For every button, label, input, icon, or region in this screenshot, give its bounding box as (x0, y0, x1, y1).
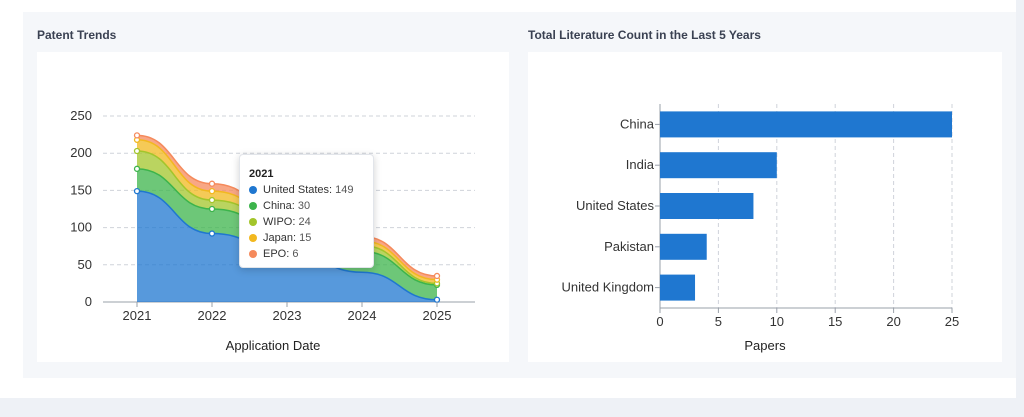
tooltip-series-value: 6 (292, 248, 298, 260)
y-tick-label: United Kingdom (562, 280, 655, 295)
tooltip-series-value: 15 (299, 232, 311, 244)
literature-count-title: Total Literature Count in the Last 5 Yea… (528, 28, 761, 42)
x-tick-label: 20 (886, 314, 900, 329)
dashboard-container: Patent Trends 05010015020025020212022202… (0, 0, 1016, 398)
x-axis-title: Application Date (226, 338, 321, 353)
x-tick-label: 15 (828, 314, 842, 329)
point-united-states (210, 231, 215, 236)
point-china (210, 207, 215, 212)
bar-united-states (660, 193, 753, 219)
x-tick-label: 0 (656, 314, 663, 329)
x-tick-label: 2021 (123, 308, 152, 323)
point-epo (135, 133, 140, 138)
x-tick-label: 25 (945, 314, 959, 329)
tooltip-row-epo: EPO: 6 (249, 247, 298, 261)
series-dot-icon (249, 218, 257, 226)
point-united-states (135, 189, 140, 194)
y-tick-label: United States (576, 198, 655, 213)
y-tick-label: 250 (70, 108, 92, 123)
y-tick-label: 100 (70, 220, 92, 235)
y-tick-label: 0 (85, 294, 92, 309)
page-footer-strip (0, 404, 1024, 417)
tooltip-series-name: United States (263, 184, 329, 196)
y-tick-label: 200 (70, 145, 92, 160)
tooltip-series-name: WIPO (263, 216, 292, 228)
bar-united-kingdom (660, 275, 695, 301)
bar-china (660, 111, 952, 137)
tooltip-series-name: China (263, 200, 292, 212)
literature-count-chart[interactable]: 0 5 10 15 20 25 China India United States Pakista… (528, 52, 1002, 362)
bar-pakistan (660, 234, 707, 260)
point-china (135, 166, 140, 171)
x-tick-label: 2022 (198, 308, 227, 323)
x-tick-label: 5 (715, 314, 722, 329)
patent-trends-title: Patent Trends (37, 28, 116, 42)
x-tick-label: 2025 (423, 308, 452, 323)
tooltip-series-value: 24 (298, 216, 310, 228)
x-tick-label: 10 (770, 314, 784, 329)
chart-tooltip: 2021 United States: 149 China: 30 WIPO: … (239, 154, 374, 268)
tooltip-series-name: EPO (263, 248, 286, 260)
point-epo (210, 181, 215, 186)
literature-count-panel: Total Literature Count in the Last 5 Yea… (516, 12, 1016, 378)
y-tick-label: 50 (78, 257, 92, 272)
tooltip-row-wipo: WIPO: 24 (249, 215, 311, 229)
x-tick-label: 2023 (273, 308, 302, 323)
tooltip-title: 2021 (249, 168, 273, 180)
series-dot-icon (249, 186, 257, 194)
bar-india (660, 152, 777, 178)
series-dot-icon (249, 202, 257, 210)
x-axis-title: Papers (744, 338, 786, 353)
series-dot-icon (249, 234, 257, 242)
y-tick-label: India (626, 157, 655, 172)
point-japan (210, 189, 215, 194)
tooltip-row-japan: Japan: 15 (249, 231, 311, 245)
patent-trends-panel: Patent Trends 0 50 100 150 200 250 2021 2022 202… (23, 12, 522, 378)
patent-trends-chart-card: 0 50 100 150 200 250 2021 2022 2023 2024 2025 Appli… (37, 52, 509, 362)
y-tick-label: China (620, 116, 655, 131)
y-tick-label: Pakistan (604, 239, 654, 254)
series-dot-icon (249, 250, 257, 258)
point-wipo (135, 148, 140, 153)
y-tick-label: 150 (70, 182, 92, 197)
point-united-states (435, 297, 440, 302)
tooltip-series-name: Japan (263, 232, 293, 244)
tooltip-series-value: 149 (335, 184, 353, 196)
x-tick-label: 2024 (348, 308, 377, 323)
point-epo (435, 273, 440, 278)
tooltip-series-value: 30 (298, 200, 310, 212)
point-wipo (210, 198, 215, 203)
literature-count-chart-card: 0 5 10 15 20 25 China India United States Pakista… (528, 52, 1002, 362)
tooltip-row-china: China: 30 (249, 199, 310, 213)
tooltip-row-united-states: United States: 149 (249, 183, 354, 197)
